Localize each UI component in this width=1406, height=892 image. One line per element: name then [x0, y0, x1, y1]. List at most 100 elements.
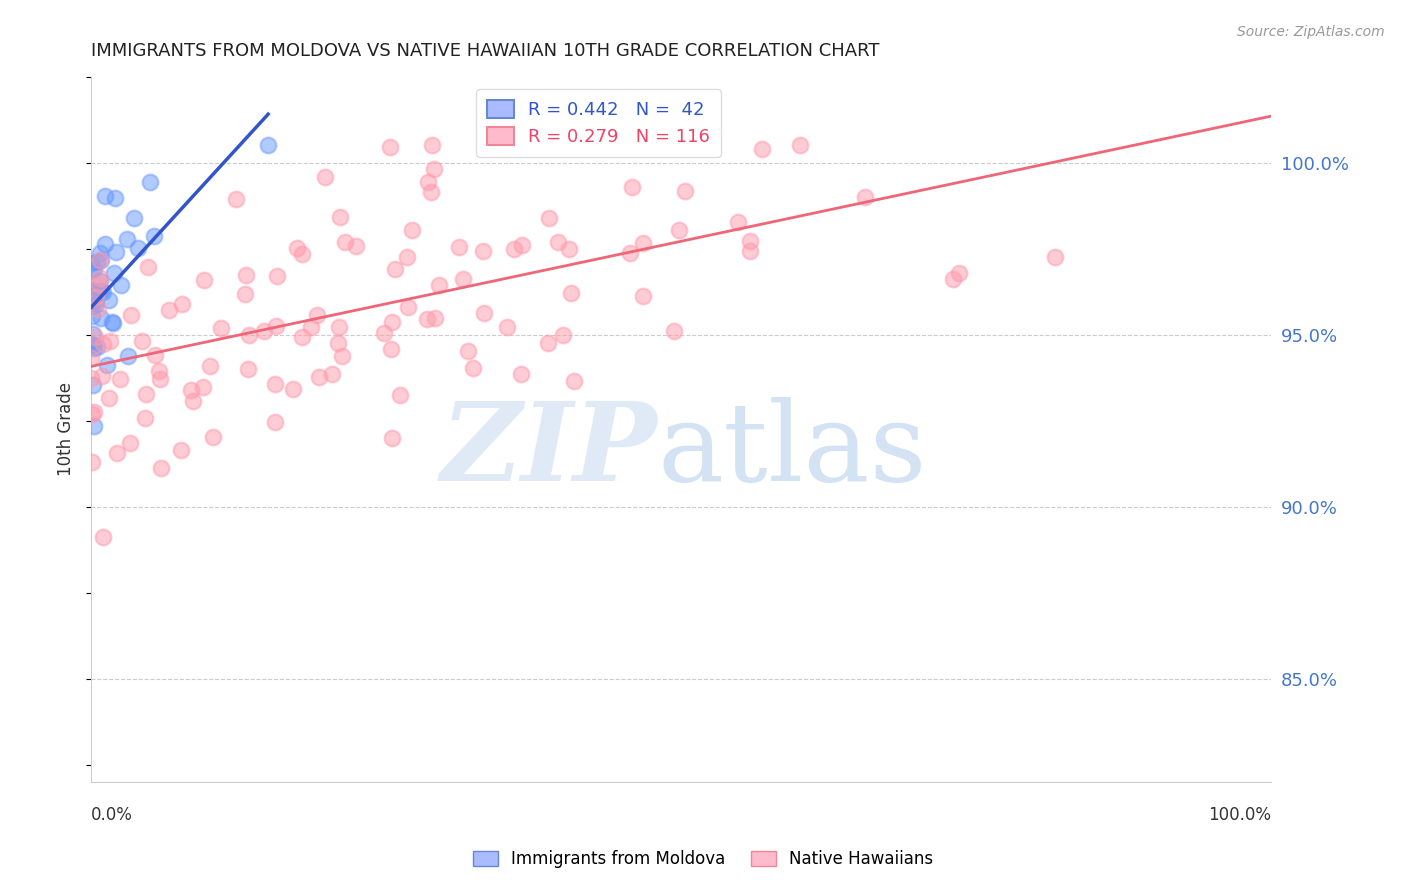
Point — [233, 287, 256, 301]
Point — [329, 210, 352, 224]
Point — [562, 374, 585, 388]
Point — [381, 316, 404, 330]
Point — [90, 310, 112, 325]
Point — [87, 301, 110, 316]
Point — [80, 351, 103, 365]
Point — [457, 344, 479, 359]
Point — [139, 175, 162, 189]
Point — [225, 192, 247, 206]
Point — [180, 383, 202, 397]
Point — [181, 394, 204, 409]
Point — [83, 405, 105, 419]
Point — [80, 310, 103, 324]
Point — [108, 372, 131, 386]
Point — [127, 241, 149, 255]
Point — [423, 162, 446, 177]
Point — [120, 308, 142, 322]
Point — [91, 285, 114, 300]
Point — [84, 297, 107, 311]
Point — [308, 369, 330, 384]
Point — [291, 247, 314, 261]
Point — [118, 436, 141, 450]
Point — [378, 140, 401, 154]
Point — [98, 392, 121, 406]
Text: 100.0%: 100.0% — [1208, 806, 1271, 824]
Point — [80, 299, 103, 313]
Point — [89, 252, 111, 267]
Point — [344, 238, 367, 252]
Point — [472, 244, 495, 258]
Point — [740, 244, 762, 259]
Point — [388, 388, 411, 402]
Point — [496, 319, 519, 334]
Point — [90, 284, 112, 298]
Point — [80, 264, 103, 278]
Point — [676, 138, 699, 153]
Point — [110, 277, 132, 292]
Point — [333, 235, 356, 250]
Point — [84, 330, 107, 344]
Point — [451, 272, 474, 286]
Point — [700, 138, 723, 153]
Point — [252, 324, 274, 338]
Point — [82, 283, 104, 297]
Point — [143, 228, 166, 243]
Point — [314, 169, 336, 184]
Point — [631, 235, 654, 250]
Point — [124, 211, 146, 225]
Point — [89, 277, 111, 291]
Point — [538, 211, 561, 225]
Point — [461, 360, 484, 375]
Point — [510, 368, 533, 382]
Point — [853, 189, 876, 203]
Point — [117, 349, 139, 363]
Point — [134, 411, 156, 425]
Point — [330, 349, 353, 363]
Point — [942, 272, 965, 286]
Point — [401, 223, 423, 237]
Point — [82, 378, 104, 392]
Point — [381, 431, 404, 445]
Point — [664, 324, 686, 338]
Point — [299, 319, 322, 334]
Point — [619, 246, 641, 260]
Point — [103, 316, 125, 330]
Point — [257, 138, 280, 153]
Point — [149, 460, 172, 475]
Point — [143, 348, 166, 362]
Point — [83, 341, 105, 355]
Point — [321, 367, 343, 381]
Point — [266, 268, 288, 283]
Point — [86, 290, 108, 304]
Text: 0.0%: 0.0% — [91, 806, 134, 824]
Point — [157, 302, 180, 317]
Point — [200, 359, 222, 374]
Point — [101, 315, 124, 329]
Point — [83, 293, 105, 308]
Point — [948, 266, 970, 280]
Point — [396, 300, 419, 314]
Point — [380, 342, 402, 356]
Point — [307, 308, 329, 322]
Point — [420, 138, 443, 153]
Point — [557, 243, 579, 257]
Point — [416, 175, 439, 189]
Point — [447, 240, 470, 254]
Point — [96, 358, 118, 372]
Point — [328, 319, 350, 334]
Point — [83, 292, 105, 306]
Point — [202, 430, 225, 444]
Y-axis label: 10th Grade: 10th Grade — [58, 383, 75, 476]
Point — [91, 530, 114, 544]
Point — [384, 262, 406, 277]
Point — [80, 371, 103, 385]
Point — [211, 321, 233, 335]
Point — [1043, 250, 1066, 264]
Point — [89, 270, 111, 285]
Point — [551, 327, 574, 342]
Point — [86, 340, 108, 354]
Point — [789, 138, 811, 153]
Point — [238, 361, 260, 376]
Point — [668, 223, 690, 237]
Point — [291, 330, 314, 344]
